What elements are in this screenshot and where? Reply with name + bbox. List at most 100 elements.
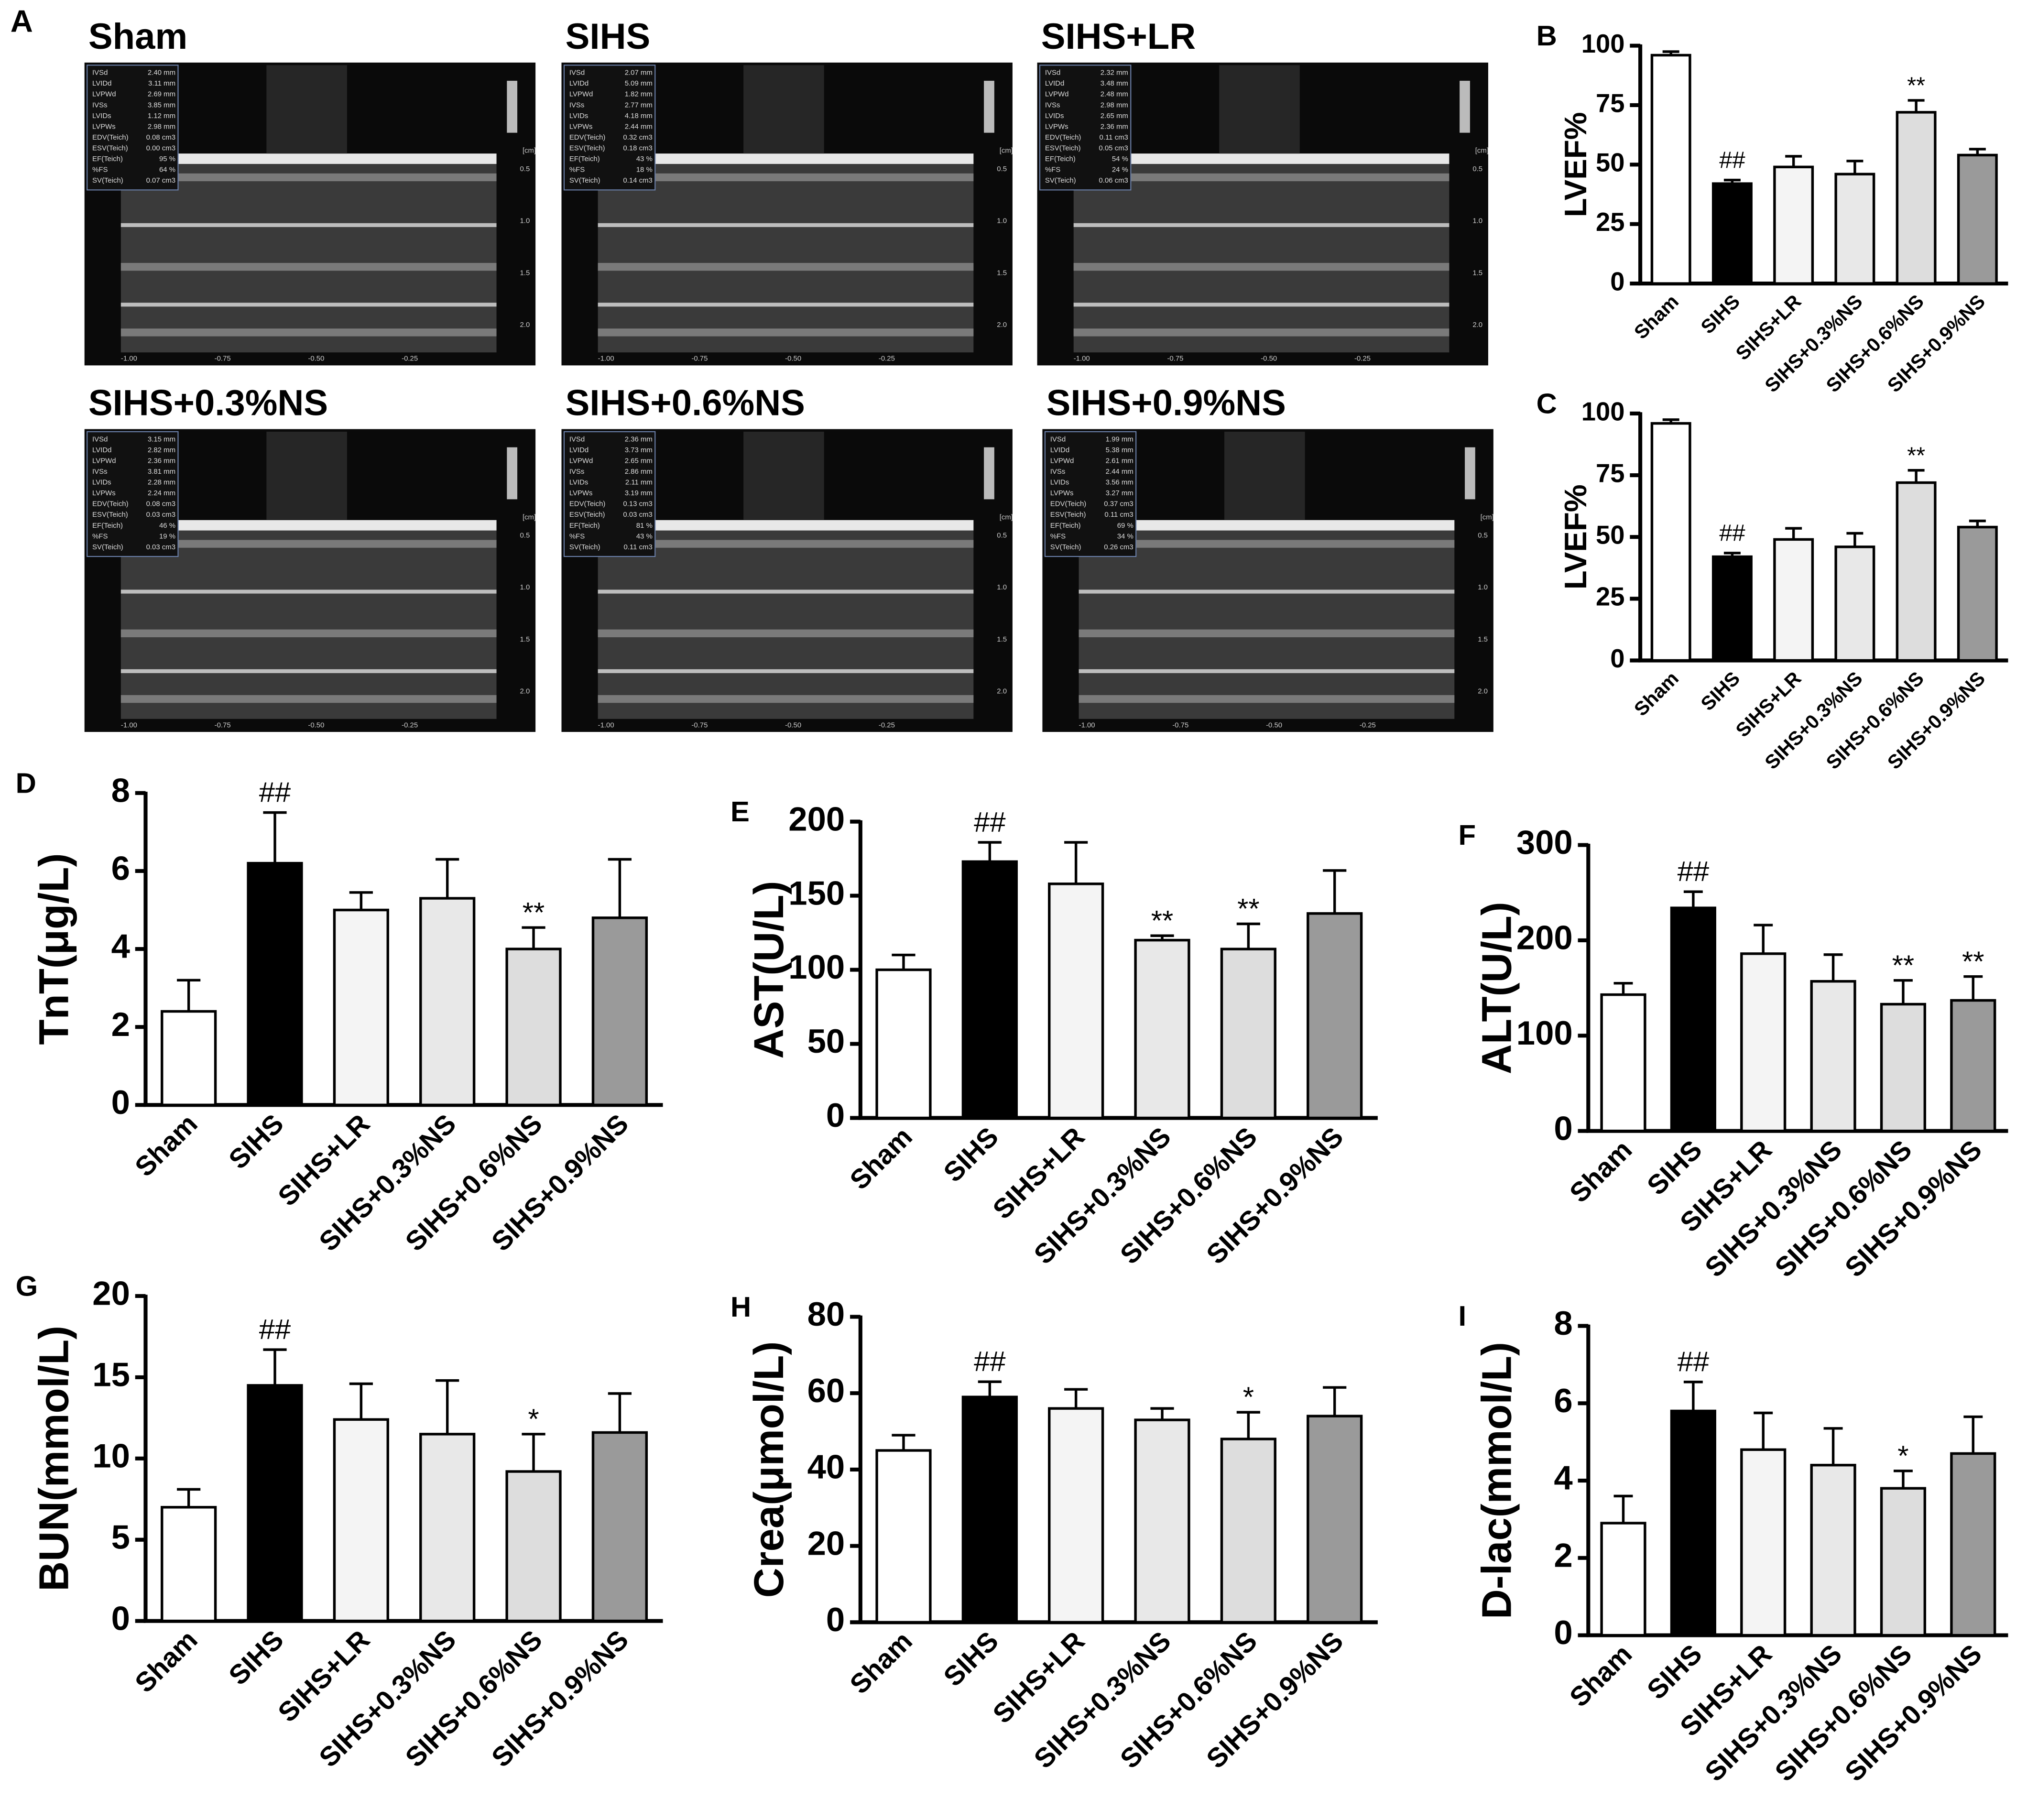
y-tick-label: 300: [1516, 823, 1573, 861]
bmode-inset: [1224, 432, 1305, 520]
measure-value: 3.11 mm: [148, 79, 175, 87]
mmode-band: [1073, 303, 1449, 307]
depth-tick: 2.0: [1472, 321, 1482, 329]
measure-value: 0.06 cm3: [1099, 176, 1128, 185]
measure-value: 1.82 mm: [625, 90, 653, 98]
y-tick-label: 75: [1596, 458, 1624, 488]
mmode-band: [598, 589, 974, 594]
bar: [1220, 948, 1276, 1120]
panel-label: D: [16, 767, 36, 799]
depth-tick: 1.5: [997, 635, 1007, 643]
measure-value: 95 %: [159, 155, 175, 163]
x-tick-label: Sham: [844, 1626, 918, 1700]
mmode-trace: [1079, 520, 1455, 719]
panel-label: A: [11, 4, 33, 39]
depth-tick: 1.0: [997, 217, 1007, 225]
mmode-band: [1073, 328, 1449, 337]
bar: [1670, 906, 1716, 1133]
significance-mark: ##: [1719, 147, 1745, 173]
significance-mark: ##: [259, 1313, 291, 1345]
measure-value: 2.69 mm: [148, 90, 175, 98]
panel-label: F: [1458, 819, 1476, 851]
image-title: SIHS+0.6%NS: [566, 383, 805, 424]
bar: [1134, 938, 1190, 1120]
image-title: SIHS+0.9%NS: [1046, 383, 1286, 424]
measure-value: 3.48 mm: [1101, 79, 1128, 87]
measure-value: 3.56 mm: [1106, 479, 1133, 487]
bar: [875, 968, 932, 1120]
time-tick: -0.25: [879, 721, 895, 729]
mmode-band: [598, 540, 974, 548]
measure-value: 54 %: [1112, 155, 1128, 163]
measure-name: IVSs: [1050, 468, 1066, 476]
measure-name: EF(Teich): [569, 155, 600, 163]
measure-value: 43 %: [636, 532, 653, 540]
bar: [1834, 173, 1875, 285]
measure-value: 69 %: [1117, 522, 1133, 530]
measure-name: LVIDs: [1050, 479, 1069, 487]
y-tick-label: 60: [807, 1372, 845, 1409]
depth-tick: 1.0: [997, 583, 1007, 591]
bar: [1307, 1415, 1363, 1624]
y-tick-label: 200: [1516, 919, 1573, 957]
measure-name: LVPWd: [92, 457, 116, 465]
bar: [1896, 481, 1937, 662]
bar: [161, 1506, 217, 1623]
x-tick-label: Sham: [129, 1624, 203, 1699]
measure-name: IVSd: [1045, 69, 1060, 77]
measure-value: 0.13 cm3: [623, 500, 652, 508]
significance-mark: ##: [1678, 855, 1710, 887]
significance-mark: ##: [974, 1345, 1006, 1377]
y-tick-label: 20: [92, 1275, 130, 1312]
measure-value: 24 %: [1112, 166, 1128, 174]
mmode-band: [598, 223, 974, 227]
measure-name: SV(Teich): [569, 543, 600, 551]
measure-value: 3.15 mm: [148, 435, 175, 443]
y-tick-label: 100: [1581, 397, 1625, 426]
bar: [1896, 111, 1937, 285]
y-tick-label: 25: [1596, 207, 1624, 237]
measure-name: EF(Teich): [1045, 155, 1076, 163]
measure-name: IVSs: [92, 468, 108, 476]
measure-name: SV(Teich): [1050, 543, 1081, 551]
y-axis-label: TnT(μg/L): [31, 853, 77, 1045]
y-tick-label: 100: [788, 948, 845, 986]
measure-name: IVSs: [1045, 101, 1060, 109]
measure-name: %FS: [569, 166, 585, 174]
y-tick-label: 5: [111, 1518, 130, 1556]
measure-value: 2.36 mm: [1101, 122, 1128, 131]
time-tick: -0.25: [402, 355, 418, 363]
x-tick-label: Sham: [844, 1122, 918, 1196]
measure-value: 2.44 mm: [625, 122, 653, 131]
depth-tick: 2.0: [1478, 687, 1488, 696]
significance-mark: **: [1962, 945, 1984, 977]
measure-name: ESV(Teich): [92, 144, 128, 153]
bar: [1670, 1409, 1716, 1637]
mmode-trace: [1073, 153, 1449, 353]
time-tick: -0.75: [215, 721, 231, 729]
y-tick-label: 0: [1610, 267, 1624, 296]
measure-name: LVIDs: [92, 479, 111, 487]
y-axis-label: D-lac(mmol/L): [1473, 1342, 1520, 1619]
measure-value: 0.14 cm3: [623, 176, 652, 185]
time-tick: -0.25: [879, 355, 895, 363]
x-tick-label: SIHS: [1696, 667, 1744, 715]
mmode-band: [120, 223, 497, 227]
panel-label: B: [1537, 20, 1557, 52]
bar: [591, 1431, 648, 1623]
measure-name: LVIDd: [569, 79, 589, 87]
x-tick-label: SIHS: [1696, 290, 1744, 338]
bar: [1740, 1448, 1787, 1637]
measure-name: EDV(Teich): [1045, 133, 1081, 142]
time-tick: -0.75: [691, 721, 708, 729]
measure-value: 0.08 cm3: [146, 500, 175, 508]
grayscale-bar: [1465, 447, 1475, 500]
measure-name: LVIDs: [1045, 112, 1064, 120]
panel-label: H: [730, 1291, 751, 1323]
measure-value: 0.05 cm3: [1099, 144, 1128, 153]
depth-tick: 2.0: [520, 687, 530, 696]
measure-name: LVIDs: [569, 112, 589, 120]
panel-label: I: [1458, 1300, 1466, 1332]
measure-name: EDV(Teich): [92, 133, 129, 142]
